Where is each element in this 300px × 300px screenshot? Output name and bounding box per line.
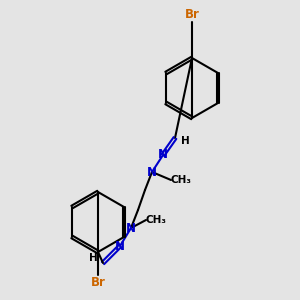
Text: N: N bbox=[115, 239, 125, 253]
Text: H: H bbox=[181, 136, 189, 146]
Text: N: N bbox=[126, 221, 136, 235]
Text: Br: Br bbox=[184, 8, 200, 20]
Text: CH₃: CH₃ bbox=[170, 175, 191, 185]
Text: CH₃: CH₃ bbox=[146, 215, 167, 225]
Text: N: N bbox=[147, 166, 157, 178]
Text: N: N bbox=[158, 148, 168, 161]
Text: Br: Br bbox=[91, 277, 105, 290]
Text: H: H bbox=[88, 253, 98, 263]
